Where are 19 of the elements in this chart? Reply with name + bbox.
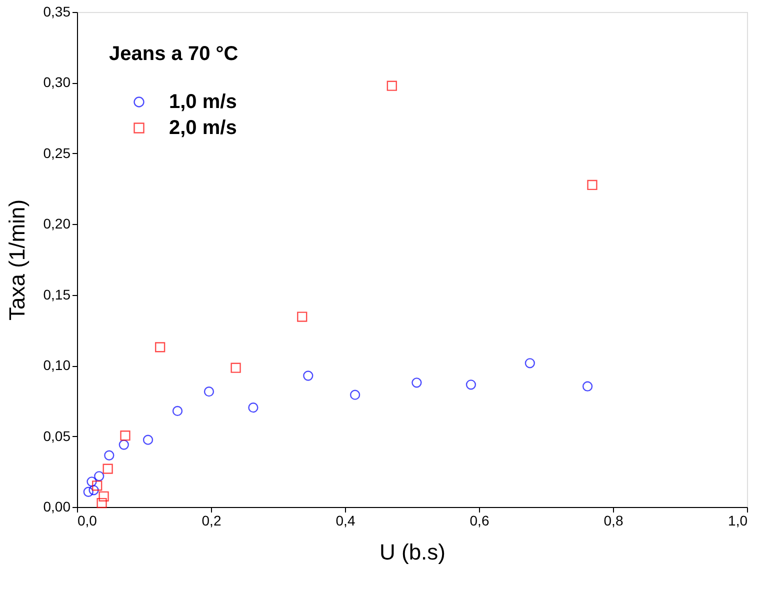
legend-label: 1,0 m/s [169,91,237,113]
y-tick-label: 0,35 [43,4,71,20]
y-tick-label: 0,30 [43,74,71,90]
y-tick-label: 0,00 [43,498,71,514]
y-tick-label: 0,10 [43,357,71,374]
x-tick-label: 0,6 [470,512,490,528]
legend-title: Jeans a 70 °C [109,43,238,65]
x-tick-label: 0,4 [336,512,356,528]
x-axis-title: U (b.s) [380,540,446,564]
legend-label: 2,0 m/s [169,117,237,139]
y-axis-title: Taxa (1/min) [4,199,30,321]
x-tick-label: 1,0 [728,512,748,528]
x-tick-label: 0,8 [604,512,624,528]
x-tick-label: 0,2 [202,512,222,528]
y-tick-label: 0,15 [43,286,71,302]
y-tick-label: 0,20 [43,216,71,232]
x-tick-label: 0,0 [78,512,98,528]
y-tick-label: 0,25 [43,144,71,161]
y-tick-label: 0,05 [43,428,71,444]
